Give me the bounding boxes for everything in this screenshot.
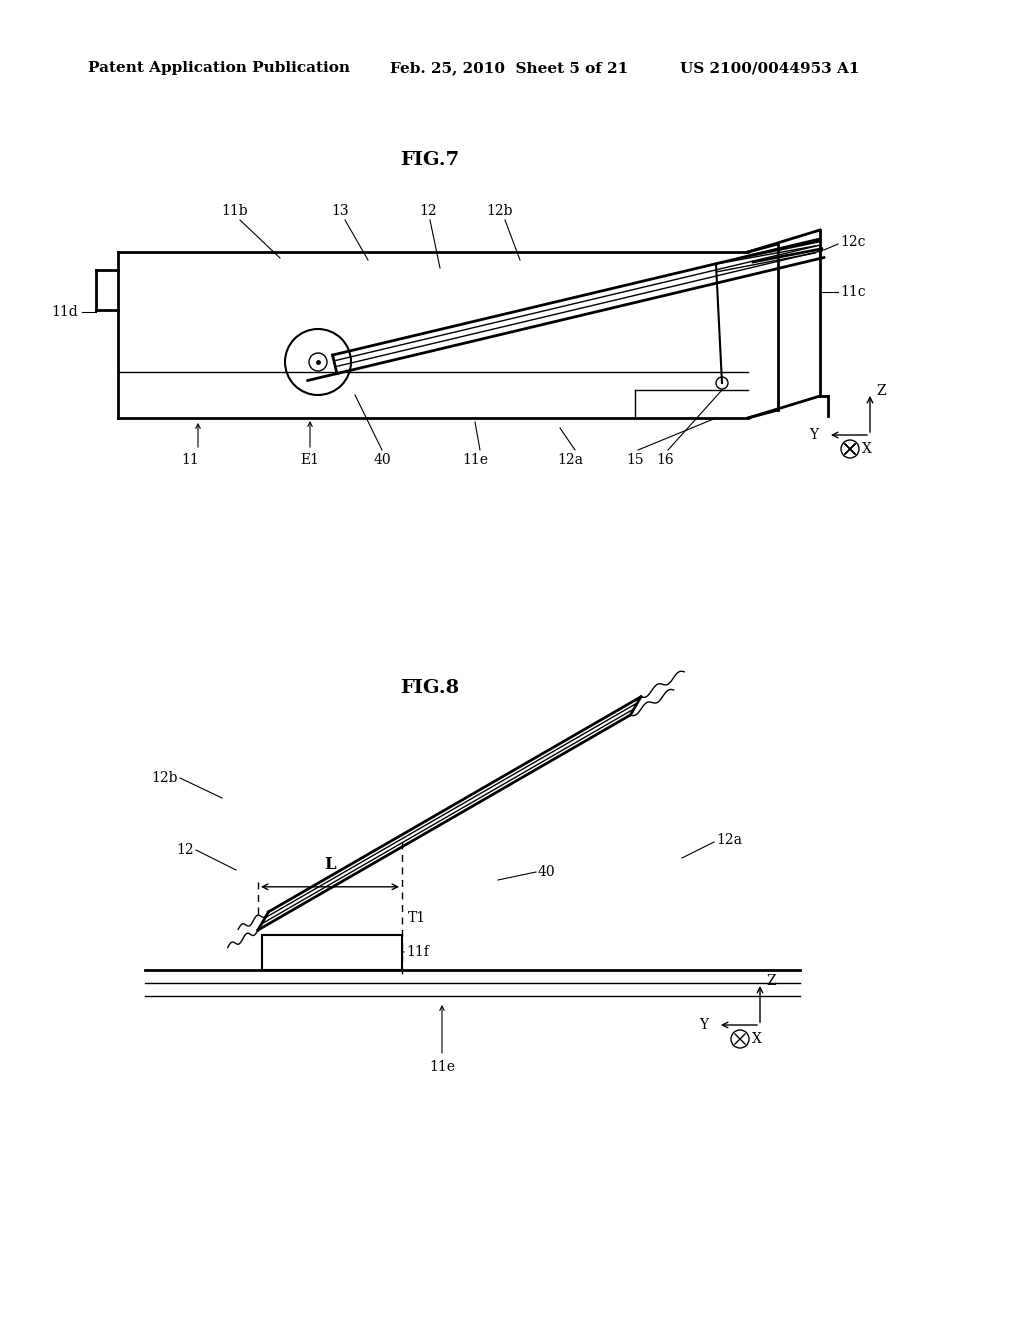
Text: 11e: 11e	[429, 1060, 455, 1074]
Text: 12b: 12b	[152, 771, 178, 785]
Text: 11d: 11d	[51, 305, 78, 319]
Text: Y: Y	[698, 1018, 708, 1032]
Text: FIG.8: FIG.8	[400, 678, 460, 697]
Text: 12a: 12a	[716, 833, 742, 847]
Text: Z: Z	[766, 974, 775, 987]
Text: 40: 40	[373, 453, 391, 467]
Bar	[262, 935, 402, 970]
Text: 16: 16	[656, 453, 674, 467]
Text: 11c: 11c	[840, 285, 865, 300]
Text: 15: 15	[627, 453, 644, 467]
Text: Z: Z	[876, 384, 886, 399]
Text: FIG.7: FIG.7	[400, 150, 460, 169]
Text: Y: Y	[809, 428, 818, 442]
Text: X: X	[862, 442, 871, 455]
Text: L: L	[325, 855, 336, 873]
Text: T1: T1	[408, 911, 426, 925]
Text: E1: E1	[300, 453, 319, 467]
Text: 13: 13	[331, 205, 349, 218]
Text: 12c: 12c	[840, 235, 865, 249]
Text: 40: 40	[538, 865, 556, 879]
Text: 11f: 11f	[406, 945, 429, 960]
Text: 12: 12	[419, 205, 437, 218]
Text: 11: 11	[181, 453, 199, 467]
Text: 12: 12	[176, 843, 194, 857]
Text: X: X	[752, 1032, 762, 1045]
Text: 12a: 12a	[557, 453, 583, 467]
Text: US 2100/0044953 A1: US 2100/0044953 A1	[680, 61, 859, 75]
Text: Feb. 25, 2010  Sheet 5 of 21: Feb. 25, 2010 Sheet 5 of 21	[390, 61, 629, 75]
Text: 11e: 11e	[462, 453, 488, 467]
Text: Patent Application Publication: Patent Application Publication	[88, 61, 350, 75]
Text: 11b: 11b	[221, 205, 248, 218]
Text: 12b: 12b	[486, 205, 513, 218]
